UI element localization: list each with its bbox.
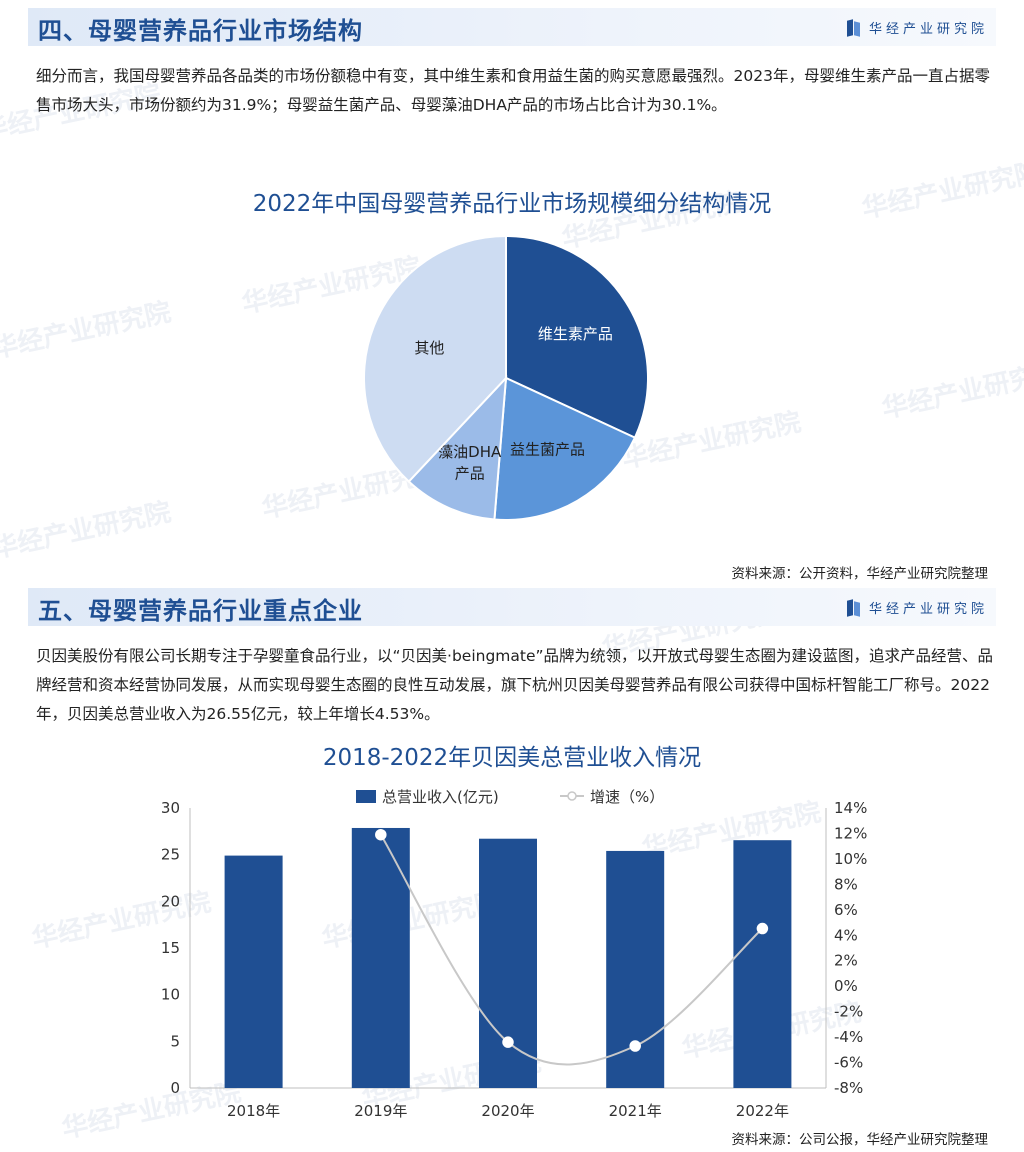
y2-tick-label: 6% <box>834 901 858 919</box>
y-tick-label: 20 <box>161 892 180 910</box>
pie-slice <box>493 376 637 521</box>
y2-tick-label: 10% <box>834 850 867 868</box>
y2-tick-label: 2% <box>834 952 858 970</box>
pie-slice <box>505 234 649 439</box>
y-tick-label: 0 <box>170 1079 180 1097</box>
source-note: 资料来源：公司公报，华经产业研究院整理 <box>731 1132 989 1148</box>
growth-point <box>502 1036 514 1048</box>
brand: 华经产业研究院 <box>847 598 988 617</box>
growth-point <box>629 1040 641 1052</box>
pie-slice-label: 益生菌产品 <box>510 440 585 458</box>
pie-slice-label: 维生素产品 <box>538 325 613 343</box>
pie-slice <box>362 234 507 483</box>
legend-bar-swatch <box>356 790 376 803</box>
revenue-bar <box>733 840 792 1088</box>
revenue-bar <box>351 827 410 1088</box>
legend-line-marker <box>567 791 577 801</box>
y-tick-label: 5 <box>170 1032 180 1050</box>
revenue-bar <box>224 855 283 1088</box>
y-tick-label: 25 <box>161 846 180 864</box>
brand-name: 华经产业研究院 <box>868 602 988 617</box>
section-header: 四、母婴营养品行业市场结构 华经产业研究院 <box>28 8 996 46</box>
section-header: 五、母婴营养品行业重点企业 华经产业研究院 <box>28 588 996 626</box>
brand-logo-icon <box>847 20 861 36</box>
x-tick-label: 2020年 <box>481 1102 534 1120</box>
y2-tick-label: 14% <box>834 799 867 817</box>
y-tick-label: 10 <box>161 986 180 1004</box>
y2-tick-label: 12% <box>834 824 867 842</box>
brand-logo-icon <box>847 600 861 616</box>
x-tick-label: 2021年 <box>609 1102 662 1120</box>
growth-point <box>756 922 769 935</box>
pie-slice-label: 藻油DHA 产品 <box>438 443 502 483</box>
y-tick-label: 15 <box>161 939 180 957</box>
pie-chart-title: 2022年中国母婴营养品行业市场规模细分结构情况 <box>252 191 772 217</box>
legend-bar-label: 总营业收入(亿元) <box>382 788 499 806</box>
revenue-bar <box>479 838 537 1088</box>
brand: 华经产业研究院 <box>847 18 988 37</box>
y2-tick-label: -2% <box>834 1003 863 1021</box>
pie-label-line: 藻油DHA <box>438 443 502 461</box>
pie-slice-label: 其他 <box>414 339 444 357</box>
growth-line <box>379 834 764 1066</box>
y2-tick-label: 8% <box>834 875 858 893</box>
x-tick-label: 2018年 <box>227 1102 280 1120</box>
pie-label-line: 产品 <box>455 465 485 483</box>
x-tick-label: 2019年 <box>354 1102 407 1120</box>
y2-tick-label: -6% <box>834 1054 863 1072</box>
bar-chart-title: 2018-2022年贝因美总营业收入情况 <box>322 745 702 771</box>
y2-tick-label: 0% <box>834 977 858 995</box>
y2-tick-label: 4% <box>834 926 858 944</box>
legend-line-label: 增速（%） <box>590 788 664 806</box>
section-title: 四、母婴营养品行业市场结构 <box>38 17 363 45</box>
growth-point <box>375 828 387 841</box>
section-title: 五、母婴营养品行业重点企业 <box>38 597 363 625</box>
section-paragraph: 细分而言，我国母婴营养品各品类的市场份额稳中有变，其中维生素和食用益生菌的购买意… <box>36 67 990 114</box>
section-paragraph: 贝因美股份有限公司长期专注于孕婴童食品行业，以“贝因美·beingmate”品牌… <box>36 647 994 723</box>
bar-line-chart: 0 5 10 15 20 25 30 -8% -6% -4% -2% 0% 2% 4% 6% 8% 10% 12%… <box>161 788 867 1120</box>
y2-tick-label: -8% <box>834 1079 863 1097</box>
x-tick-label: 2022年 <box>736 1102 789 1120</box>
pie-slice <box>407 375 508 521</box>
y2-tick-label: -4% <box>834 1028 863 1046</box>
y-tick-label: 30 <box>161 799 180 817</box>
source-note: 资料来源：公开资料，华经产业研究院整理 <box>731 566 989 582</box>
revenue-bar <box>606 850 665 1088</box>
brand-name: 华经产业研究院 <box>868 22 988 37</box>
